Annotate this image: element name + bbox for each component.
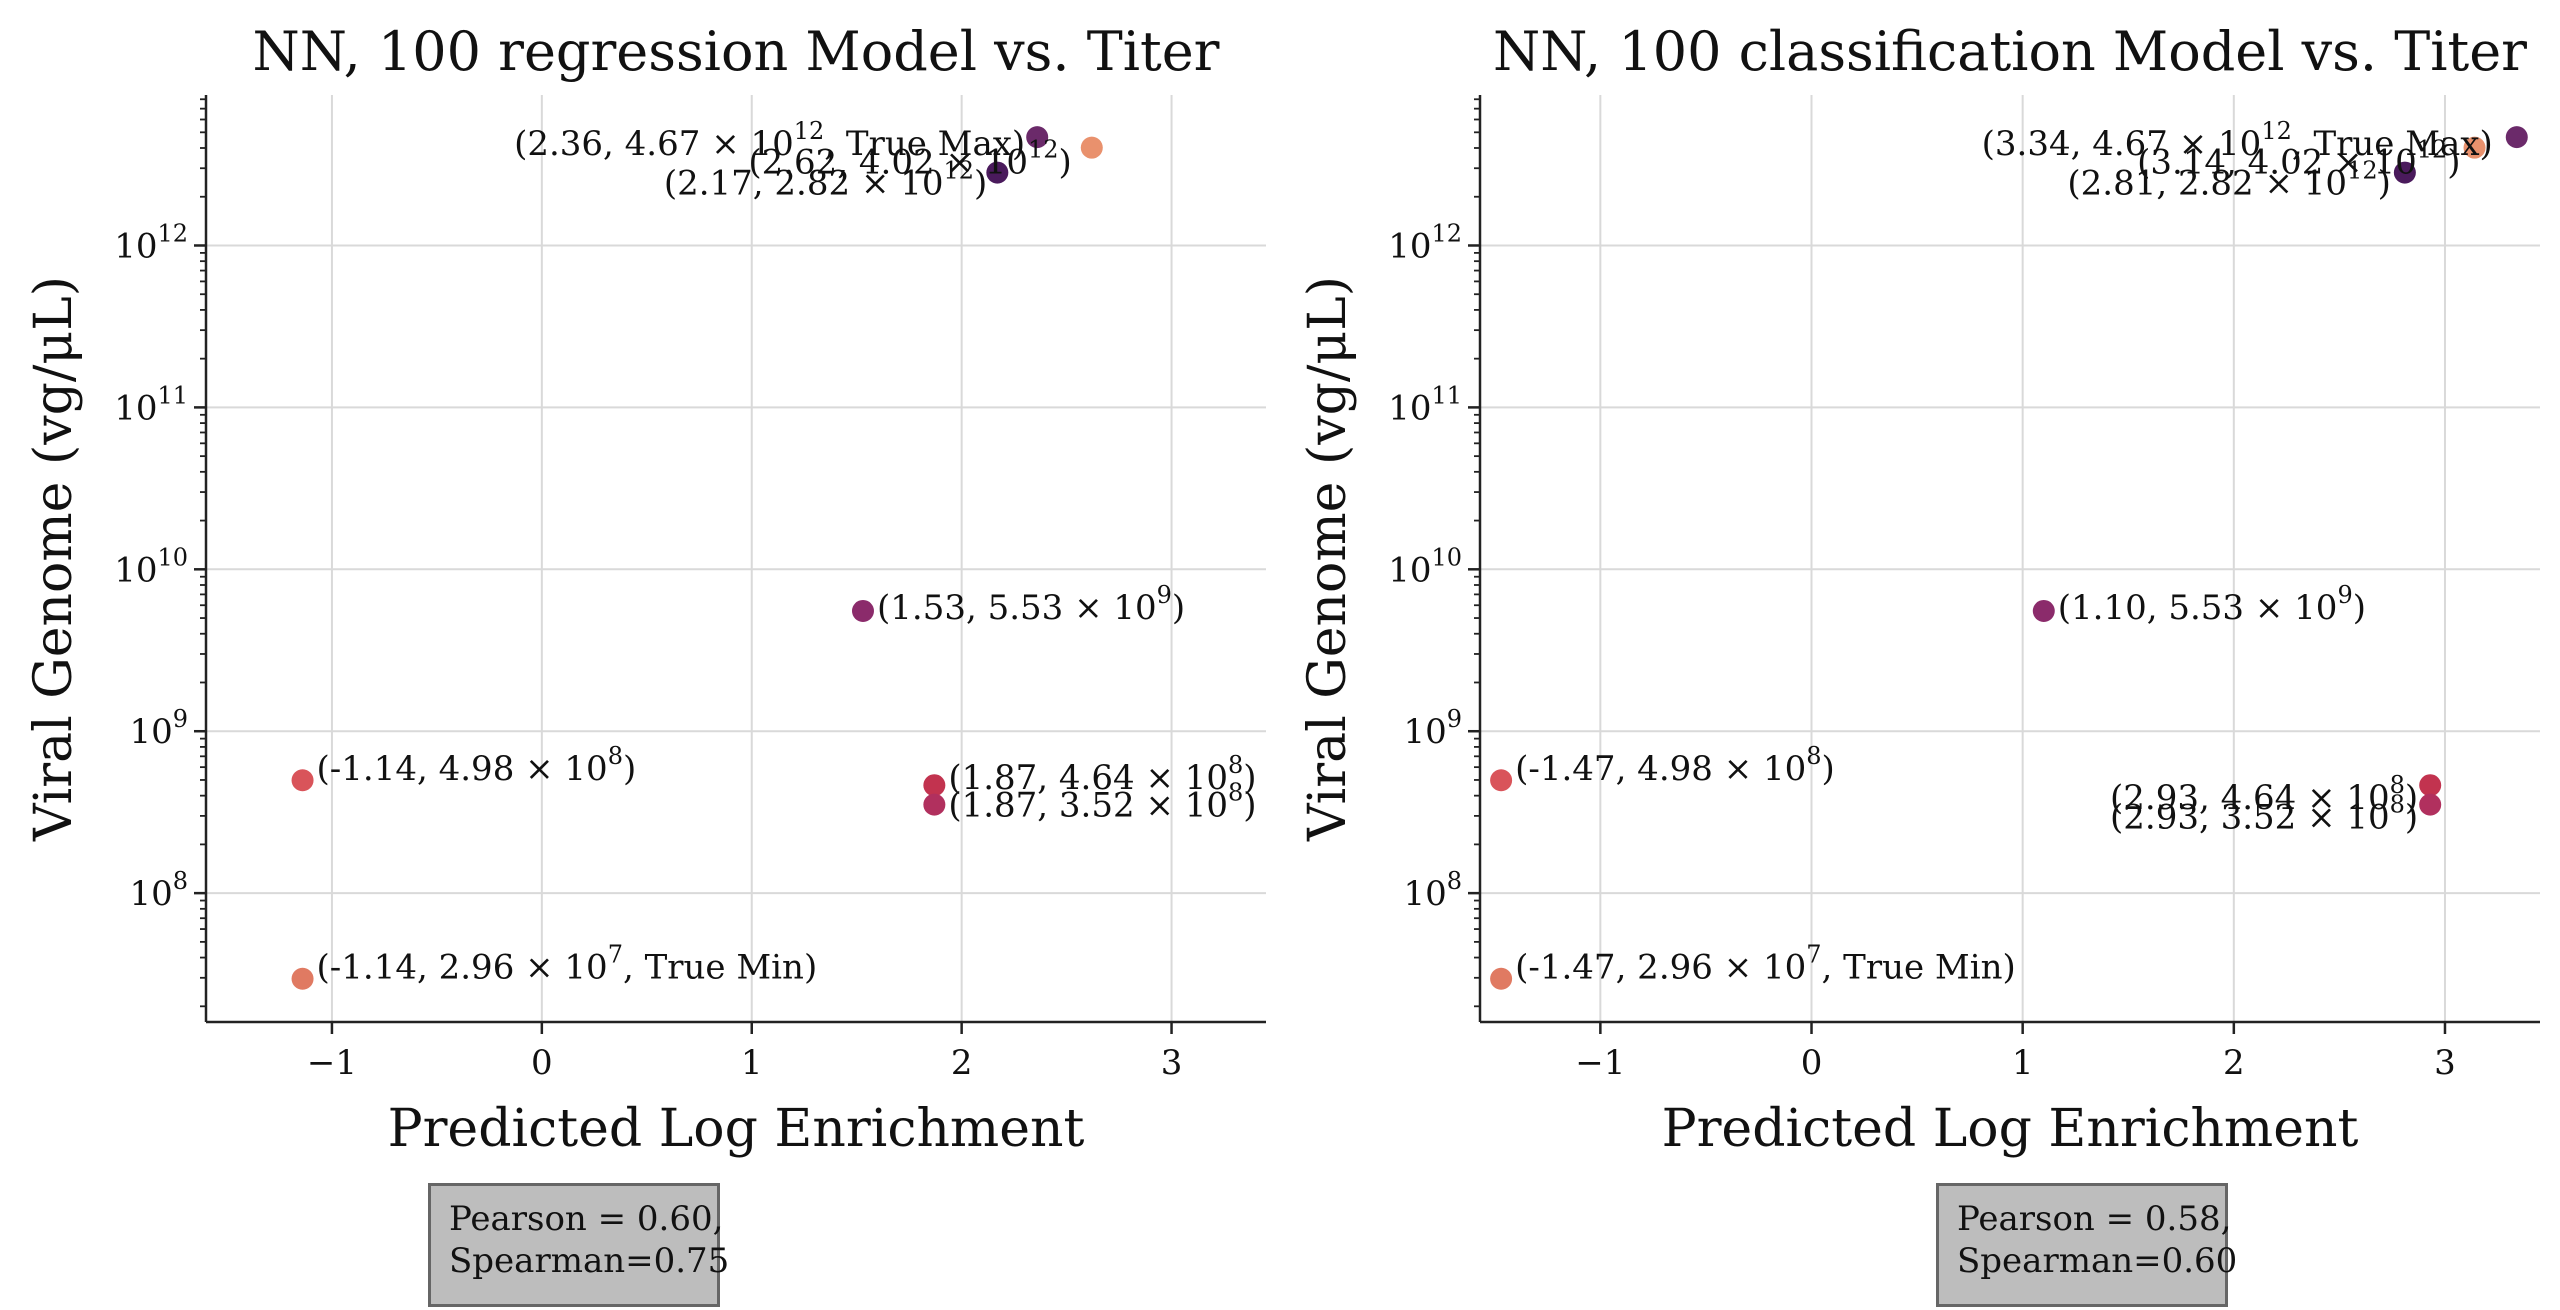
data-point <box>291 769 314 792</box>
classification-chart: −1 0 1 2 3 108 109 1010 1011 1012 (3.34, 4.67 × 10… <box>1298 20 2540 1159</box>
data-point <box>851 599 874 622</box>
point-annotation: (-1.14, 4.98 × 108) <box>317 742 637 789</box>
data-point <box>2505 126 2528 149</box>
data-point <box>1490 967 1513 990</box>
point-annotation: (1.10, 5.53 × 109) <box>2058 581 2366 628</box>
data-point <box>2032 599 2055 622</box>
chart-title: NN, 100 regression Model vs. Titer <box>253 20 1220 83</box>
x-tick-label: 3 <box>2434 1043 2456 1083</box>
y-tick-label: 109 <box>129 705 188 752</box>
point-annotation: (2.17, 2.82 × 1012) <box>664 157 987 204</box>
point-annotation: (1.87, 3.52 × 108) <box>948 779 1256 826</box>
pearson-stat: Pearson = 0.58, <box>1957 1199 2232 1239</box>
x-axis-label: Predicted Log Enrichment <box>388 1099 1085 1159</box>
data-point <box>2419 793 2442 816</box>
point-annotation: (1.87, 4.64 × 108) <box>948 751 1256 798</box>
point-annotation: (1.53, 5.53 × 109) <box>877 581 1185 628</box>
y-tick-label: 109 <box>1403 705 1462 752</box>
data-point <box>2419 774 2442 797</box>
y-tick-label: 1011 <box>114 381 188 428</box>
point-annotation: (2.93, 4.64 × 108) <box>2110 771 2418 818</box>
classification-stats-box: Pearson = 0.58, Spearman=0.60 <box>1936 1183 2238 1307</box>
regression-chart: −1 0 1 2 3 108 109 1010 1011 1012 (2.36, 4.67 × 10… <box>24 20 1266 1159</box>
y-axis-label: Viral Genome (vg/μL) <box>1298 276 1358 842</box>
data-point <box>291 967 314 990</box>
point-annotation: (-1.47, 4.98 × 108) <box>1515 742 1835 789</box>
y-tick-label: 1012 <box>114 219 188 266</box>
x-tick-label: 0 <box>531 1043 553 1083</box>
x-tick-label: 2 <box>2223 1043 2245 1083</box>
spearman-stat: Spearman=0.60 <box>1957 1241 2238 1281</box>
pearson-stat: Pearson = 0.60, <box>449 1199 724 1239</box>
data-point <box>1490 769 1513 792</box>
y-tick-label: 108 <box>129 867 188 914</box>
regression-stats-box: Pearson = 0.60, Spearman=0.75 <box>428 1183 730 1307</box>
point-annotation: (2.36, 4.67 × 1012, True Max) <box>514 117 1025 164</box>
point-annotation: (3.14, 4.02 × 1012) <box>2137 136 2460 183</box>
data-point <box>923 774 946 797</box>
data-point <box>986 161 1009 184</box>
point-annotation: (-1.47, 2.96 × 107, True Min) <box>1515 941 2016 988</box>
x-tick-label: 2 <box>951 1043 973 1083</box>
x-tick-label: −1 <box>307 1043 357 1083</box>
y-tick-label: 1010 <box>1388 543 1462 590</box>
y-tick-label: 1011 <box>1388 381 1462 428</box>
spearman-stat: Spearman=0.75 <box>449 1241 730 1281</box>
point-annotation: (2.62, 4.02 × 1012) <box>748 136 1071 183</box>
y-tick-label: 108 <box>1403 867 1462 914</box>
x-tick-label: 1 <box>741 1043 763 1083</box>
x-tick-label: 0 <box>1801 1043 1823 1083</box>
chart-title: NN, 100 classification Model vs. Titer <box>1493 20 2527 83</box>
point-annotation: (2.81, 2.82 × 1012) <box>2067 157 2390 204</box>
y-axis-label: Viral Genome (vg/μL) <box>24 276 84 842</box>
data-point <box>2393 161 2416 184</box>
y-tick-label: 1012 <box>1388 219 1462 266</box>
y-tick-label: 1010 <box>114 543 188 590</box>
x-tick-label: 3 <box>1161 1043 1183 1083</box>
x-tick-label: −1 <box>1575 1043 1625 1083</box>
point-annotation: (-1.14, 2.96 × 107, True Min) <box>317 941 818 988</box>
point-annotation: (3.34, 4.67 × 1012, True Max) <box>1982 117 2493 164</box>
x-tick-label: 1 <box>2012 1043 2034 1083</box>
x-axis-label: Predicted Log Enrichment <box>1662 1099 2359 1159</box>
data-point <box>923 793 946 816</box>
data-point <box>2463 136 2486 159</box>
data-point <box>1080 136 1103 159</box>
data-point <box>1026 126 1049 149</box>
point-annotation: (2.93, 3.52 × 108) <box>2110 791 2418 838</box>
